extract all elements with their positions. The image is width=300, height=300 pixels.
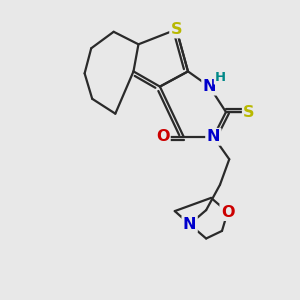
Text: H: H bbox=[214, 71, 226, 84]
Text: N: N bbox=[203, 79, 216, 94]
Text: S: S bbox=[171, 22, 182, 37]
Text: N: N bbox=[207, 129, 220, 144]
Text: N: N bbox=[183, 217, 196, 232]
Text: O: O bbox=[221, 205, 234, 220]
Text: S: S bbox=[243, 104, 255, 119]
Text: O: O bbox=[156, 129, 169, 144]
